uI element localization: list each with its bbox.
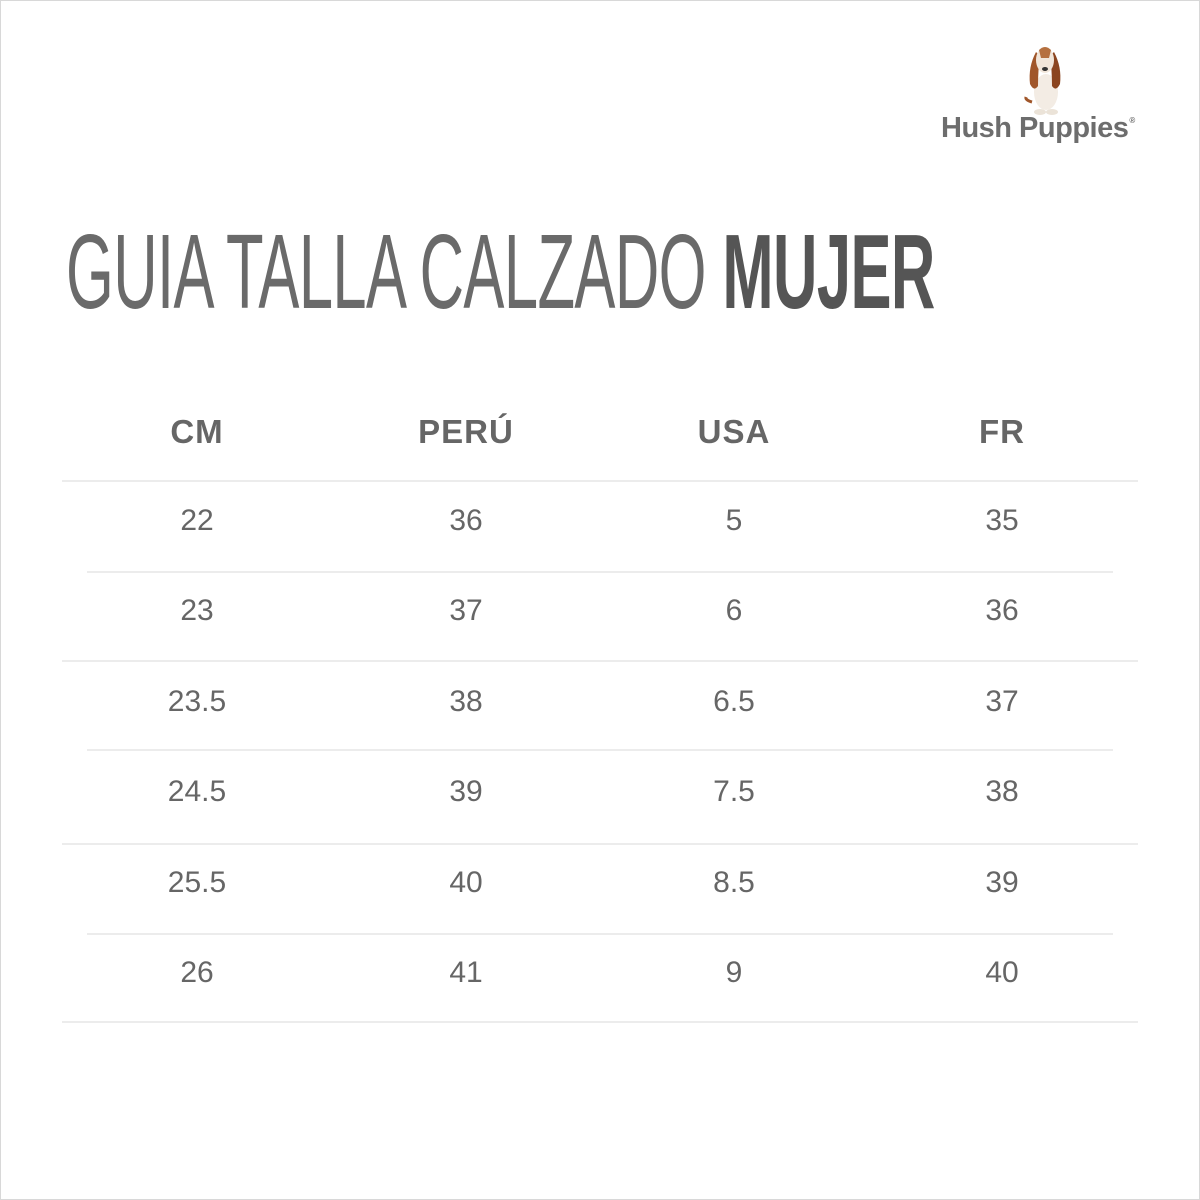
table-cell: 22: [180, 504, 214, 537]
brand-logo: Hush Puppies®: [935, 40, 1160, 150]
row-divider: [87, 571, 1113, 573]
column-header: FR: [979, 413, 1025, 450]
row-divider: [62, 1021, 1138, 1023]
page-title: GUIA TALLA CALZADO MUJER: [66, 219, 935, 325]
table-cell: 40: [985, 956, 1019, 989]
table-cell: 36: [449, 504, 483, 537]
table-cell: 23.5: [167, 685, 227, 718]
table-cell: 37: [449, 594, 483, 627]
table-cell: 5: [725, 504, 743, 537]
table-cell: 26: [180, 956, 214, 989]
table-cell: 7.5: [713, 775, 755, 808]
brand-name-text: Hush Puppies: [941, 112, 1129, 144]
row-divider: [62, 480, 1138, 482]
table-cell: 35: [985, 504, 1019, 537]
table-cell: 38: [985, 775, 1019, 808]
title-regular: GUIA TALLA CALZADO: [66, 213, 706, 331]
registered-mark: ®: [1129, 116, 1135, 125]
table-cell: 6: [725, 594, 743, 627]
table-cell: 41: [449, 956, 483, 989]
title-bold: MUJER: [722, 213, 935, 331]
row-divider: [62, 660, 1138, 662]
table-cell: 6.5: [713, 685, 755, 718]
table-cell: 37: [985, 685, 1019, 718]
row-divider: [87, 749, 1113, 751]
table-cell: 24.5: [167, 775, 227, 808]
row-divider: [62, 843, 1138, 845]
table-cell: 9: [725, 956, 743, 989]
table-cell: 39: [449, 775, 483, 808]
table-cell: 8.5: [713, 866, 755, 899]
table-cell: 40: [449, 866, 483, 899]
table-cell: 38: [449, 685, 483, 718]
column-header: PERÚ: [418, 413, 514, 450]
table-cell: 25.5: [167, 866, 227, 899]
table-cell: 23: [180, 594, 214, 627]
basset-hound-icon: [1024, 47, 1061, 115]
table-cell: 36: [985, 594, 1019, 627]
brand-name: Hush Puppies®: [941, 112, 1135, 145]
row-divider: [87, 933, 1113, 935]
column-header: CM: [170, 413, 224, 450]
column-header: USA: [697, 413, 771, 450]
table-cell: 39: [985, 866, 1019, 899]
